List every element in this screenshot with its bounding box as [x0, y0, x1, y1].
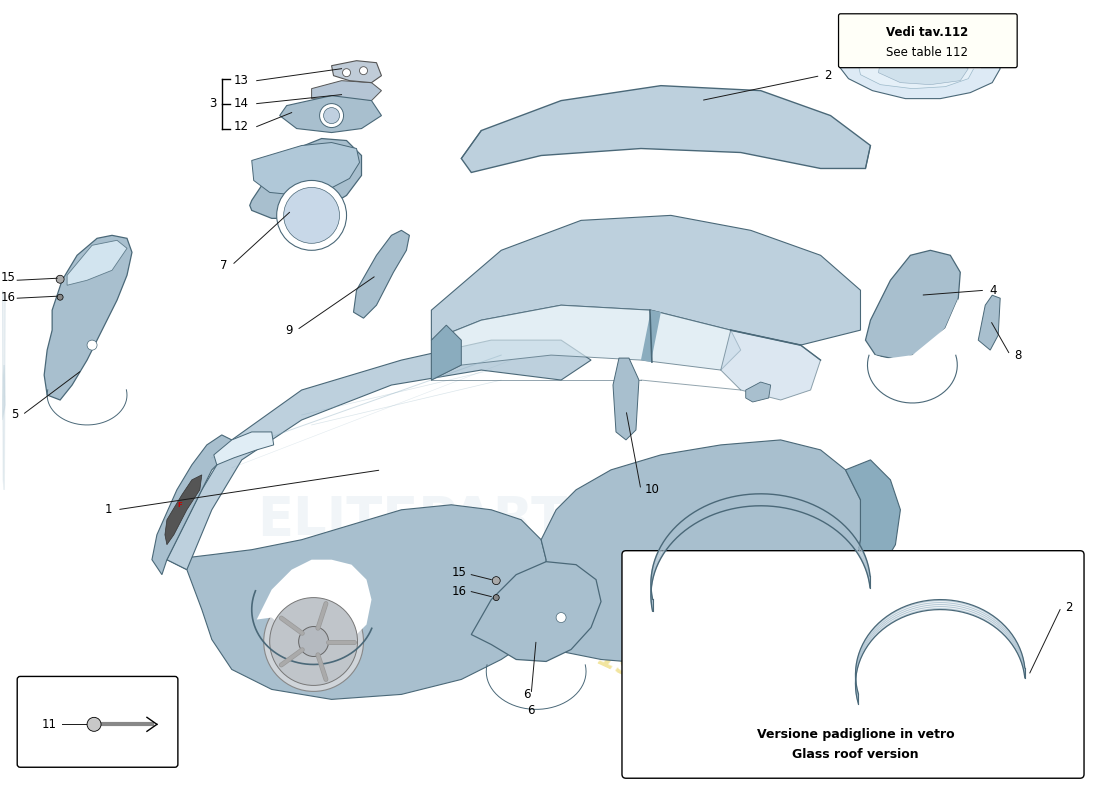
- Polygon shape: [846, 460, 901, 570]
- Text: 15: 15: [451, 566, 466, 579]
- Text: 10: 10: [645, 483, 660, 496]
- Text: 5: 5: [11, 409, 19, 422]
- Text: 12: 12: [234, 120, 249, 133]
- Polygon shape: [870, 298, 958, 368]
- Circle shape: [284, 187, 340, 243]
- Polygon shape: [44, 235, 132, 400]
- Polygon shape: [2, 365, 6, 420]
- Circle shape: [708, 630, 737, 658]
- Text: 9: 9: [285, 324, 293, 337]
- Polygon shape: [531, 440, 860, 665]
- Polygon shape: [252, 142, 360, 195]
- Polygon shape: [213, 432, 274, 465]
- Polygon shape: [461, 86, 870, 173]
- Text: 1: 1: [104, 503, 112, 516]
- Polygon shape: [866, 250, 960, 360]
- Text: F: F: [177, 502, 183, 508]
- Circle shape: [270, 598, 358, 686]
- Text: 6: 6: [524, 688, 531, 701]
- Text: 16: 16: [0, 290, 15, 304]
- Text: 6: 6: [527, 704, 535, 718]
- Text: 2: 2: [825, 69, 832, 82]
- Polygon shape: [331, 61, 382, 82]
- Circle shape: [298, 626, 329, 657]
- Text: 16: 16: [451, 585, 466, 598]
- Text: 4: 4: [989, 284, 997, 297]
- Text: 15: 15: [0, 270, 15, 284]
- Circle shape: [323, 107, 340, 123]
- Polygon shape: [838, 34, 1000, 98]
- Circle shape: [681, 602, 764, 686]
- Polygon shape: [879, 53, 968, 85]
- Polygon shape: [256, 560, 372, 647]
- Circle shape: [492, 577, 500, 585]
- Text: See table 112: See table 112: [887, 46, 968, 59]
- Circle shape: [557, 613, 566, 622]
- Text: a passion since 1985: a passion since 1985: [367, 538, 674, 701]
- Polygon shape: [720, 330, 821, 400]
- Polygon shape: [279, 96, 382, 133]
- Circle shape: [342, 69, 351, 77]
- Polygon shape: [471, 562, 601, 662]
- FancyBboxPatch shape: [18, 677, 178, 767]
- Polygon shape: [641, 310, 661, 362]
- Polygon shape: [311, 81, 382, 101]
- Circle shape: [87, 340, 97, 350]
- Text: Vedi tav.112: Vedi tav.112: [887, 26, 968, 39]
- FancyBboxPatch shape: [838, 14, 1018, 68]
- Text: 11: 11: [42, 718, 57, 731]
- Polygon shape: [978, 295, 1000, 350]
- Text: 14: 14: [234, 97, 249, 110]
- Circle shape: [87, 718, 101, 731]
- Circle shape: [320, 104, 343, 127]
- Text: ELITEPARTS: ELITEPARTS: [257, 494, 605, 546]
- Text: Versione padiglione in vetro: Versione padiglione in vetro: [757, 728, 955, 741]
- Circle shape: [493, 594, 499, 601]
- Polygon shape: [67, 240, 126, 286]
- Polygon shape: [746, 382, 771, 402]
- Circle shape: [675, 597, 771, 693]
- Text: 7: 7: [220, 258, 228, 272]
- Circle shape: [56, 275, 64, 283]
- Text: 3: 3: [209, 97, 217, 110]
- Polygon shape: [167, 505, 546, 699]
- Circle shape: [360, 66, 367, 74]
- Text: 8: 8: [1014, 349, 1022, 362]
- Polygon shape: [666, 558, 782, 650]
- Text: Glass roof version: Glass roof version: [792, 748, 918, 761]
- Polygon shape: [152, 435, 232, 574]
- Polygon shape: [431, 325, 461, 380]
- Polygon shape: [165, 475, 201, 545]
- Polygon shape: [167, 340, 591, 570]
- Polygon shape: [858, 42, 976, 89]
- FancyBboxPatch shape: [621, 550, 1084, 778]
- Polygon shape: [353, 230, 409, 318]
- Text: 13: 13: [234, 74, 249, 87]
- Polygon shape: [613, 358, 639, 440]
- Text: 2: 2: [1065, 601, 1072, 614]
- Circle shape: [264, 592, 363, 691]
- Polygon shape: [431, 305, 740, 380]
- Polygon shape: [431, 215, 860, 345]
- Polygon shape: [250, 138, 362, 218]
- Polygon shape: [2, 290, 6, 490]
- Circle shape: [57, 294, 63, 300]
- Circle shape: [277, 181, 346, 250]
